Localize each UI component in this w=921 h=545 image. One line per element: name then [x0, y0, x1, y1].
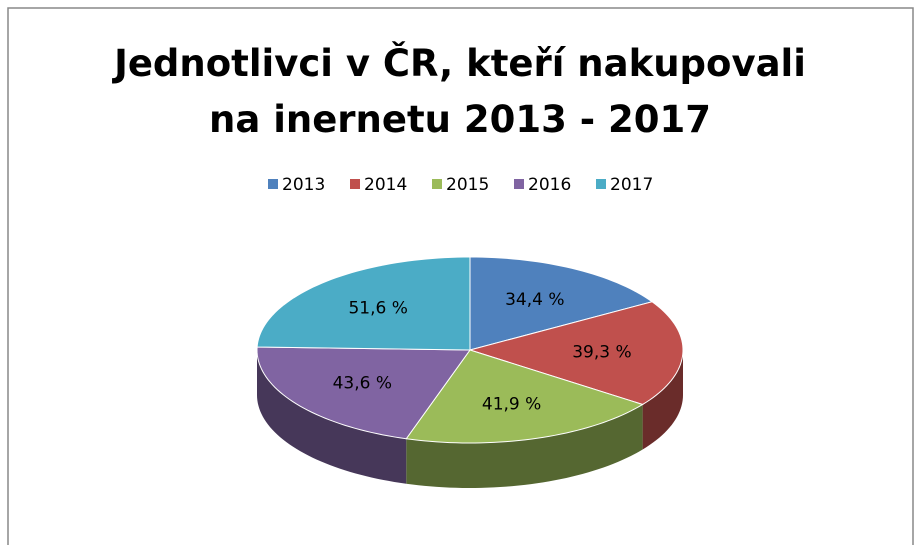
pie-slice: [405, 349, 644, 444]
legend-swatch: [514, 179, 524, 189]
legend-label: 2015: [446, 175, 489, 195]
legend-label: 2014: [364, 175, 407, 195]
chart-title: Jednotlivci v ČR, kteří nakupovali na in…: [114, 42, 806, 141]
legend-label: 2017: [610, 175, 653, 195]
pie-slice: [256, 256, 471, 351]
legend-swatch: [432, 179, 442, 189]
pie-slice: [468, 301, 684, 406]
pie-wall: [642, 350, 683, 450]
data-label: 34,4 %: [505, 290, 564, 310]
pie-wall: [406, 404, 643, 488]
pie-slice: [256, 346, 471, 440]
pie-slice: [469, 256, 654, 351]
legend-swatch: [268, 179, 278, 189]
legend-label: 2013: [282, 175, 325, 195]
data-label: 39,3 %: [572, 342, 631, 362]
legend-swatch: [350, 179, 360, 189]
data-label: 41,9 %: [482, 395, 541, 415]
legend-label: 2016: [528, 175, 571, 195]
legend-swatch: [596, 179, 606, 189]
pie-wall: [257, 350, 407, 484]
data-label: 43,6 %: [333, 373, 392, 393]
data-label: 51,6 %: [348, 299, 407, 319]
